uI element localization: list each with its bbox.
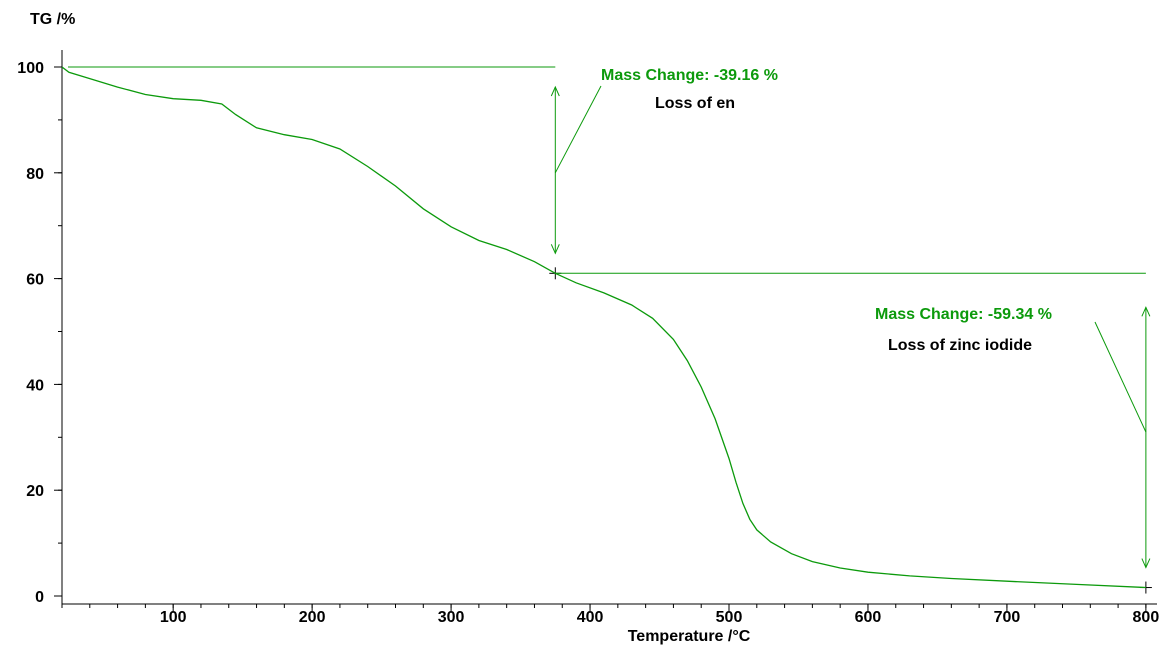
x-tick-label: 800: [1133, 609, 1160, 626]
y-axis-title: TG /%: [30, 11, 75, 28]
step-1-mass-change-label: Mass Change: -39.16 %: [601, 67, 778, 84]
y-tick-label: 100: [17, 60, 44, 77]
arrow-head: [550, 244, 560, 255]
ticks: 100 200 300 400 500 600 700 800 0 20 40 60 80 100: [17, 60, 1159, 626]
step-2-description: Loss of zinc iodide: [888, 337, 1032, 354]
x-tick-label: 300: [438, 609, 465, 626]
step-1-leader-line: [554, 85, 602, 174]
y-tick-label: 0: [35, 589, 44, 606]
y-tick-label: 20: [26, 483, 44, 500]
tg-curve-line: [61, 66, 1146, 589]
arrow-head: [550, 85, 560, 97]
step-2-leader-line: [1094, 321, 1147, 433]
x-axis-title: Temperature /°C: [628, 628, 751, 645]
x-tick-label: 500: [716, 609, 743, 626]
arrow-head: [1141, 306, 1151, 317]
x-tick-label: 200: [299, 609, 326, 626]
mass-change-markers: [68, 66, 1152, 594]
arrow-head: [1141, 558, 1151, 569]
step-1-description: Loss of en: [655, 95, 735, 112]
axes: [61, 50, 1157, 605]
x-tick-label: 700: [994, 609, 1021, 626]
y-tick-label: 60: [26, 272, 44, 289]
step-2-mass-change-label: Mass Change: -59.34 %: [875, 306, 1052, 323]
y-tick-label: 80: [26, 166, 44, 183]
x-tick-label: 400: [577, 609, 604, 626]
y-tick-label: 40: [26, 377, 44, 394]
x-tick-label: 100: [160, 609, 187, 626]
x-tick-label: 600: [855, 609, 882, 626]
